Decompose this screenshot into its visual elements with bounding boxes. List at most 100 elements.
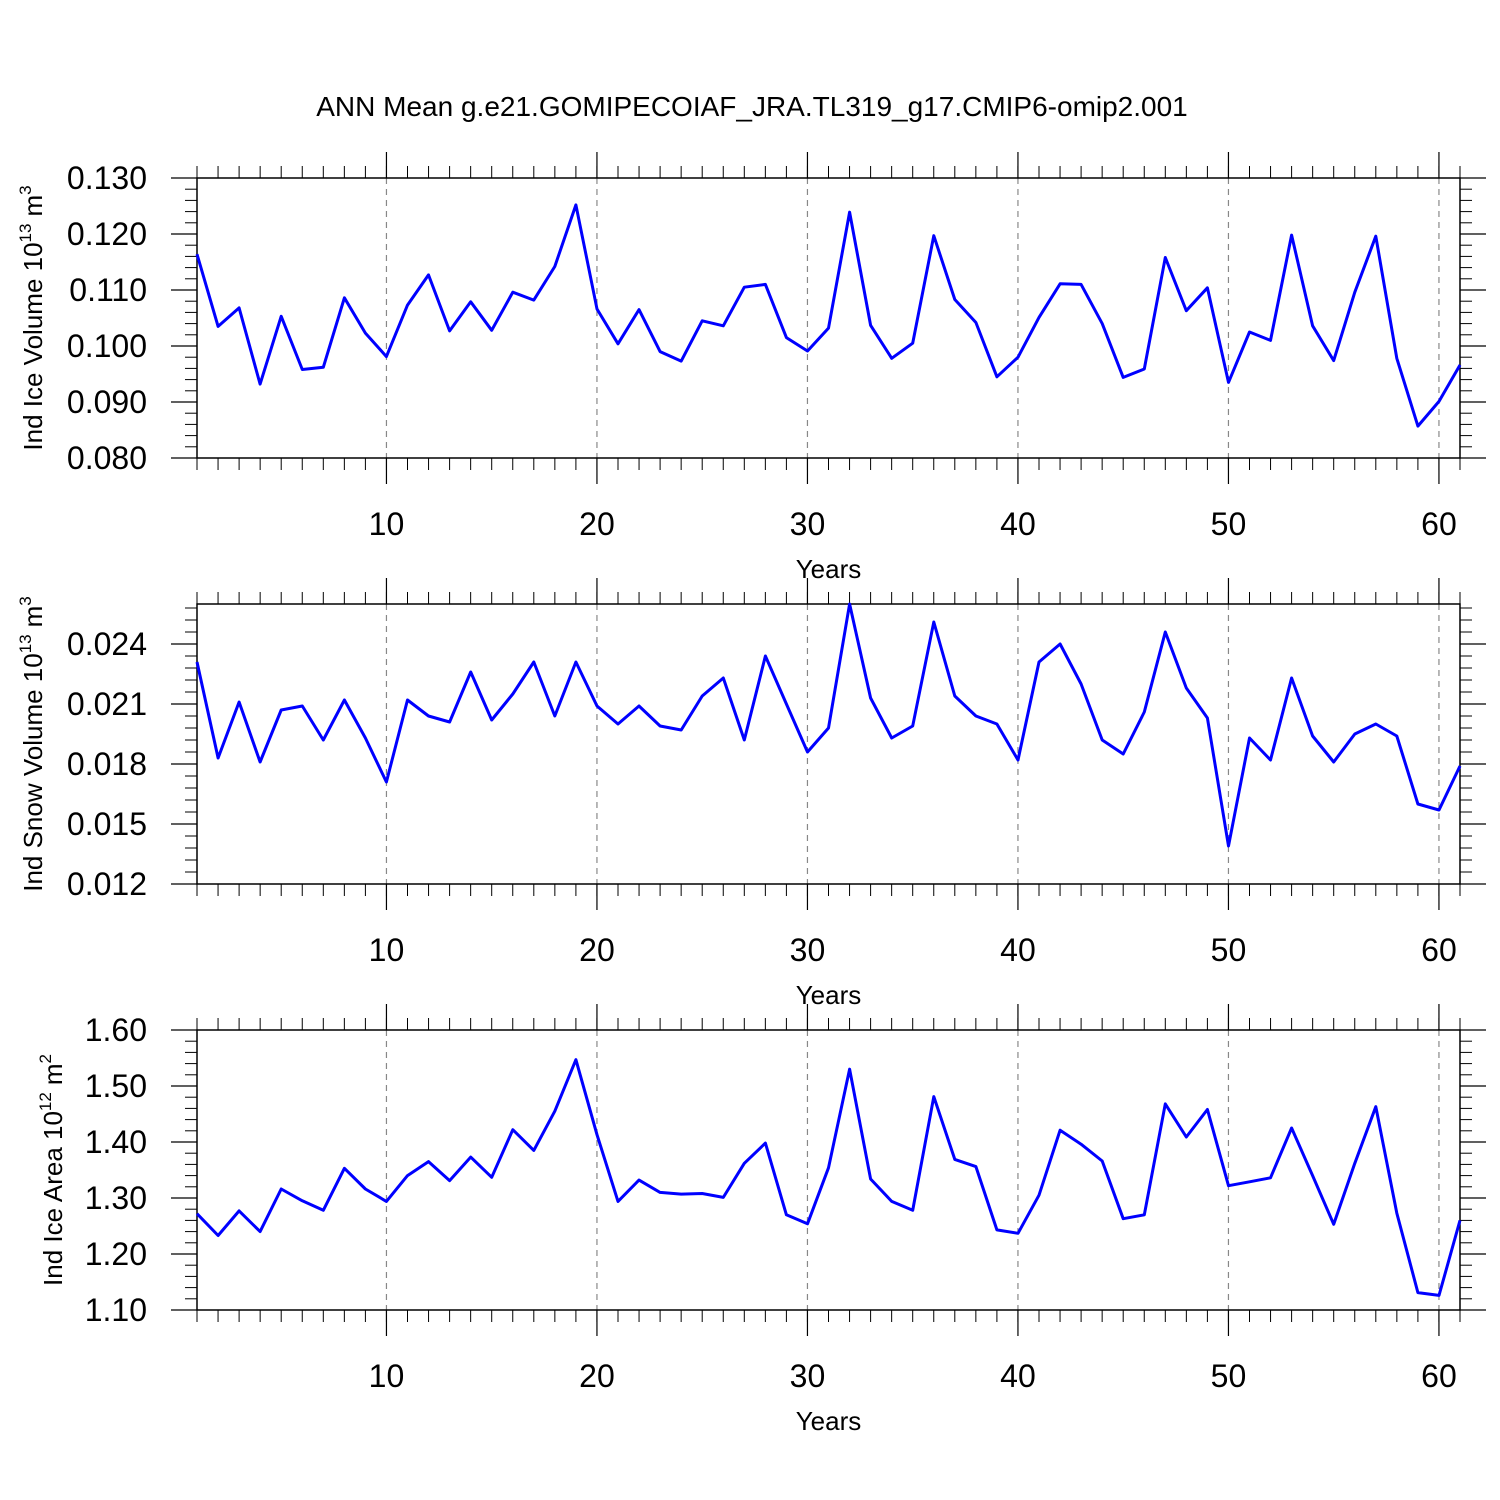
data-point xyxy=(827,327,830,330)
data-point xyxy=(806,1222,809,1225)
data-point xyxy=(785,336,788,339)
data-point xyxy=(490,1176,493,1179)
data-point xyxy=(1269,759,1272,762)
data-point xyxy=(595,1133,598,1136)
data-point xyxy=(1437,400,1440,403)
y-tick-label: 0.090 xyxy=(67,384,147,420)
panels: 10 20 30 40 50 60 0.080 0.090 0.100 0.110 0.120 0.1… xyxy=(16,152,1486,1436)
data-point xyxy=(1459,765,1462,768)
data-point xyxy=(196,1212,199,1215)
y-label-text: Ind Snow Volume 10 xyxy=(18,653,48,892)
y-tick-label: 1.60 xyxy=(85,1012,147,1048)
data-point xyxy=(1332,761,1335,764)
data-point xyxy=(364,332,367,335)
plot-frame xyxy=(196,603,1461,885)
data-point xyxy=(1353,733,1356,736)
data-point xyxy=(638,705,641,708)
data-point xyxy=(1269,339,1272,342)
data-point xyxy=(1290,1127,1293,1130)
data-point xyxy=(448,721,451,724)
data-point xyxy=(259,383,262,386)
panel-2: 10 20 30 40 50 60 0.012 0.015 0.018 0.021 0.024 Yea… xyxy=(16,578,1486,1010)
data-point xyxy=(995,1228,998,1231)
data-point xyxy=(343,699,346,702)
data-point xyxy=(1269,1176,1272,1179)
x-tick-label: 20 xyxy=(579,932,615,968)
x-tick-label: 30 xyxy=(790,932,826,968)
data-point xyxy=(469,1156,472,1159)
x-tick-label: 60 xyxy=(1421,932,1457,968)
data-point xyxy=(1459,364,1462,367)
data-point xyxy=(532,299,535,302)
data-point xyxy=(1059,282,1062,285)
y-axis-label: Ind Snow Volume 1013 m3 xyxy=(16,596,48,892)
data-point xyxy=(617,1200,620,1203)
x-tick-label: 10 xyxy=(369,506,405,542)
data-point xyxy=(659,350,662,353)
data-point xyxy=(1416,803,1419,806)
data-point xyxy=(659,725,662,728)
data-point xyxy=(1122,1217,1125,1220)
data-point xyxy=(1016,759,1019,762)
data-point xyxy=(1101,739,1104,742)
data-point xyxy=(322,1209,325,1212)
data-point xyxy=(553,715,556,718)
data-point xyxy=(617,723,620,726)
data-point xyxy=(806,751,809,754)
x-tick-label: 60 xyxy=(1421,506,1457,542)
x-tick-label: 50 xyxy=(1211,1358,1247,1394)
y-tick-label: 0.100 xyxy=(67,328,147,364)
data-point xyxy=(743,739,746,742)
x-tick-label: 30 xyxy=(790,1358,826,1394)
data-point xyxy=(511,291,514,294)
data-point xyxy=(785,1213,788,1216)
data-point xyxy=(1206,1108,1209,1111)
data-point xyxy=(911,725,914,728)
data-point xyxy=(911,1209,914,1212)
y-tick-label: 1.30 xyxy=(85,1180,147,1216)
data-point xyxy=(890,737,893,740)
data-point xyxy=(974,715,977,718)
x-axis-label: Years xyxy=(796,1406,862,1436)
panel-1: 10 20 30 40 50 60 0.080 0.090 0.100 0.110 0.120 0.1… xyxy=(16,152,1486,584)
data-point xyxy=(1290,677,1293,680)
data-point xyxy=(1353,291,1356,294)
data-point xyxy=(1059,643,1062,646)
x-tick-label: 40 xyxy=(1000,932,1036,968)
data-point xyxy=(932,234,935,237)
y-tick-label: 0.130 xyxy=(67,160,147,196)
x-tick-label: 50 xyxy=(1211,506,1247,542)
data-point xyxy=(448,1179,451,1182)
data-point xyxy=(1143,711,1146,714)
data-point xyxy=(701,695,704,698)
data-point xyxy=(259,1230,262,1233)
data-point xyxy=(280,709,283,712)
y-tick-label: 1.50 xyxy=(85,1068,147,1104)
data-point xyxy=(1164,1102,1167,1105)
data-point xyxy=(1311,735,1314,738)
data-point xyxy=(1395,357,1398,360)
data-point xyxy=(911,342,914,345)
y-label-exponent: 13 xyxy=(16,224,35,243)
data-point xyxy=(1248,1180,1251,1183)
data-point xyxy=(301,368,304,371)
y-label-text: Ind Ice Area 10 xyxy=(38,1111,68,1286)
data-point xyxy=(932,621,935,624)
data-point xyxy=(1016,356,1019,359)
data-point xyxy=(238,1209,241,1212)
y-label-unit-exponent: 3 xyxy=(16,185,35,194)
data-point xyxy=(1038,1194,1041,1197)
data-point xyxy=(1227,1184,1230,1187)
data-point xyxy=(1416,425,1419,428)
data-point xyxy=(1374,235,1377,238)
panel-3: 10 20 30 40 50 60 1.10 1.20 1.30 1.40 1.50 1.60 Year… xyxy=(36,1004,1486,1436)
y-label-text: Ind Ice Volume 10 xyxy=(18,242,48,450)
series-line xyxy=(195,203,1462,428)
data-point xyxy=(764,1142,767,1145)
data-point xyxy=(364,737,367,740)
data-point xyxy=(974,321,977,324)
x-tick-label: 40 xyxy=(1000,1358,1036,1394)
y-tick-label: 0.080 xyxy=(67,440,147,476)
series-line xyxy=(195,602,1462,848)
